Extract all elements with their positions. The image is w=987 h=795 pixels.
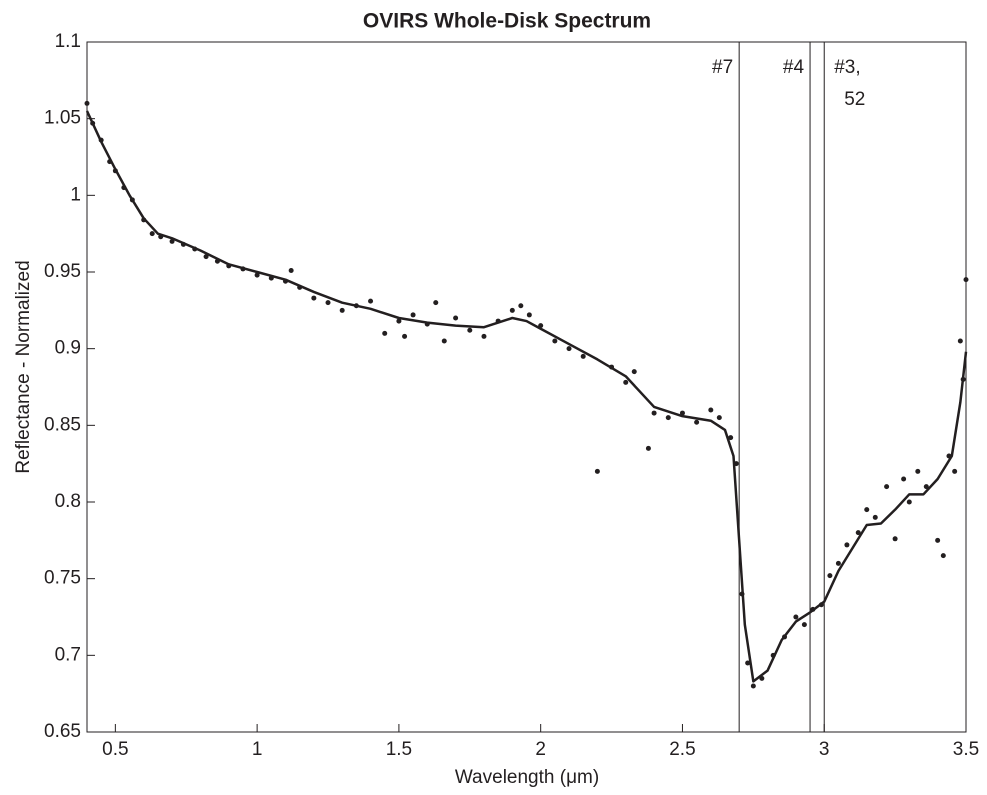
y-tick-label: 0.65 [44,721,81,742]
y-tick-label: 0.7 [55,644,81,665]
data-point [915,468,921,474]
data-point [901,476,907,482]
data-point [149,231,155,237]
data-point [631,369,637,375]
data-point [801,622,807,628]
data-point [923,484,929,490]
x-tick-label: 0.5 [102,739,128,760]
y-tick-label: 0.9 [55,338,81,359]
data-point [552,338,558,344]
data-point [441,338,447,344]
data-point [745,660,751,666]
data-point [518,303,524,309]
data-point [844,542,850,548]
x-axis-label: Wavelength (μm) [455,767,599,788]
data-point [402,333,408,339]
data-point [679,410,685,416]
data-point [665,415,671,421]
data-point [580,353,586,359]
data-point [594,468,600,474]
data-point [84,100,90,106]
data-point [963,277,969,283]
data-point [694,419,700,425]
data-point [433,300,439,306]
chart-title: OVIRS Whole-Disk Spectrum [363,10,651,33]
data-point [526,312,532,318]
marker-label: #4 [783,57,805,78]
data-point [288,267,294,273]
data-point [396,318,402,324]
data-point [872,514,878,520]
data-point [623,379,629,385]
marker-label: 52 [844,89,865,110]
marker-label: #7 [712,57,733,78]
data-point [453,315,459,321]
fit-line [85,110,968,683]
marker-label: #3, [834,57,860,78]
x-tick-label: 3.5 [953,739,979,760]
y-axis-label: Reflectance - Normalized [13,260,34,473]
data-point [311,295,317,301]
data-point [728,435,734,441]
data-point [368,298,374,304]
data-point [509,307,515,313]
data-point [339,307,345,313]
data-point [957,338,963,344]
data-point [750,683,756,689]
data-point [855,530,861,536]
y-tick-label: 0.85 [44,414,81,435]
data-point [940,553,946,559]
data-point [827,573,833,579]
data-point [716,415,722,421]
data-point [793,614,799,620]
data-point [935,537,941,543]
data-point [481,333,487,339]
data-point [203,254,209,260]
data-point [566,346,572,352]
data-point [906,499,912,505]
x-tick-label: 2.5 [669,739,695,760]
data-point [645,445,651,451]
data-point [835,560,841,566]
data-point [467,327,473,333]
data-point [325,300,331,306]
y-tick-label: 0.8 [55,491,81,512]
data-point [864,507,870,513]
data-point [884,484,890,490]
y-tick-label: 1.1 [55,31,81,52]
plot-frame [86,41,967,733]
x-tick-label: 2 [535,739,546,760]
x-tick-label: 1 [252,739,263,760]
y-tick-label: 1.05 [44,108,81,129]
x-tick-label: 3 [819,739,830,760]
x-tick-label: 1.5 [386,739,412,760]
data-point [708,407,714,413]
y-tick-label: 0.95 [44,261,81,282]
y-tick-label: 1 [70,184,81,205]
data-point [952,468,958,474]
data-point [382,330,388,336]
y-tick-label: 0.75 [44,568,81,589]
data-point [410,312,416,318]
data-point [651,410,657,416]
data-point [892,536,898,542]
data-point [254,272,260,278]
